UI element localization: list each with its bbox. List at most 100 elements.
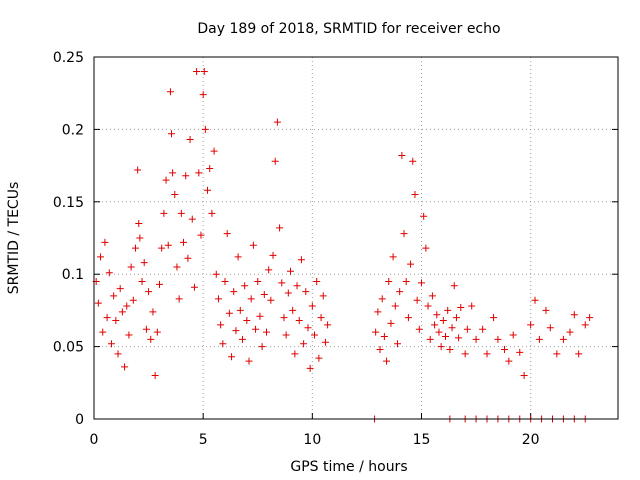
data-point bbox=[297, 256, 305, 264]
data-point bbox=[500, 345, 508, 353]
data-point bbox=[311, 331, 319, 339]
data-point bbox=[378, 295, 386, 303]
data-point bbox=[302, 288, 310, 296]
x-tick-label: 20 bbox=[522, 432, 540, 448]
data-point bbox=[404, 314, 412, 322]
data-point bbox=[531, 296, 539, 304]
data-point bbox=[254, 277, 262, 285]
data-point bbox=[228, 353, 236, 361]
data-point bbox=[450, 282, 458, 290]
data-point bbox=[232, 327, 240, 335]
data-point bbox=[457, 304, 465, 312]
data-point bbox=[260, 290, 268, 298]
data-point bbox=[433, 311, 441, 319]
data-point bbox=[97, 253, 105, 261]
data-point bbox=[199, 91, 207, 99]
data-point bbox=[570, 311, 578, 319]
data-point bbox=[422, 244, 430, 252]
x-tick-label: 15 bbox=[413, 432, 431, 448]
data-point bbox=[193, 67, 201, 75]
data-point bbox=[424, 302, 432, 310]
y-tick-label: 0.05 bbox=[53, 340, 84, 356]
data-point bbox=[256, 312, 264, 320]
x-tick-label: 0 bbox=[90, 432, 99, 448]
data-point bbox=[136, 234, 144, 242]
data-point bbox=[435, 328, 443, 336]
data-point bbox=[147, 335, 155, 343]
data-point bbox=[295, 317, 303, 325]
data-point bbox=[411, 191, 419, 199]
data-point bbox=[204, 186, 212, 194]
data-point bbox=[188, 215, 196, 223]
data-point bbox=[249, 241, 257, 249]
data-point bbox=[265, 266, 273, 274]
data-point bbox=[201, 125, 209, 133]
data-point bbox=[156, 280, 163, 288]
data-point bbox=[527, 321, 535, 329]
data-point bbox=[142, 325, 150, 333]
data-point bbox=[131, 244, 139, 252]
data-point bbox=[463, 325, 471, 333]
data-point bbox=[173, 263, 181, 271]
data-point bbox=[129, 296, 137, 304]
data-point bbox=[461, 350, 469, 358]
data-point bbox=[99, 328, 107, 336]
x-tick-label: 10 bbox=[303, 432, 321, 448]
data-point bbox=[324, 321, 332, 329]
data-point bbox=[221, 277, 229, 285]
data-point bbox=[269, 251, 277, 259]
data-point bbox=[380, 332, 388, 340]
data-point bbox=[494, 335, 502, 343]
data-point bbox=[210, 147, 218, 155]
y-tick-label: 0.15 bbox=[53, 195, 84, 211]
data-point bbox=[162, 176, 170, 184]
data-point bbox=[241, 282, 249, 290]
data-point bbox=[217, 321, 225, 329]
data-point bbox=[273, 118, 281, 126]
data-point bbox=[542, 306, 550, 314]
data-point bbox=[407, 260, 415, 268]
grid-lines bbox=[94, 57, 618, 419]
data-point bbox=[437, 343, 445, 351]
data-point bbox=[118, 308, 126, 316]
data-point bbox=[168, 130, 176, 138]
data-point bbox=[121, 363, 129, 371]
data-point bbox=[321, 338, 329, 346]
data-point bbox=[402, 277, 410, 285]
data-point bbox=[420, 212, 428, 220]
data-point bbox=[200, 67, 208, 75]
data-point bbox=[190, 283, 198, 291]
data-point bbox=[374, 308, 382, 316]
data-point bbox=[428, 292, 436, 300]
data-point bbox=[315, 354, 323, 362]
data-point bbox=[444, 306, 452, 314]
data-point bbox=[535, 335, 543, 343]
data-point bbox=[452, 314, 460, 322]
data-point bbox=[208, 209, 216, 217]
data-point bbox=[225, 309, 233, 317]
data-point bbox=[197, 231, 205, 239]
y-tick-label: 0.25 bbox=[53, 50, 84, 66]
axis-ticks: 0 5 10 15 20 0 0.05 0.1 0.15 0.2 0.25 bbox=[53, 50, 618, 448]
data-point bbox=[289, 306, 297, 314]
data-point bbox=[553, 350, 561, 358]
plot-frame bbox=[93, 56, 619, 420]
data-point bbox=[385, 277, 393, 285]
data-point bbox=[103, 314, 111, 322]
x-tick-label: 5 bbox=[199, 432, 208, 448]
data-point bbox=[472, 335, 480, 343]
data-point bbox=[116, 285, 124, 293]
data-point bbox=[455, 334, 463, 342]
data-point bbox=[164, 241, 172, 249]
data-point bbox=[391, 302, 399, 310]
data-point bbox=[509, 331, 517, 339]
data-point bbox=[223, 230, 231, 238]
y-tick-label: 0.1 bbox=[62, 267, 84, 283]
data-point bbox=[372, 328, 380, 336]
data-point bbox=[267, 296, 275, 304]
data-point bbox=[389, 253, 397, 261]
data-point bbox=[138, 277, 146, 285]
data-point bbox=[400, 230, 408, 238]
data-point bbox=[234, 253, 242, 261]
data-point bbox=[123, 302, 131, 310]
